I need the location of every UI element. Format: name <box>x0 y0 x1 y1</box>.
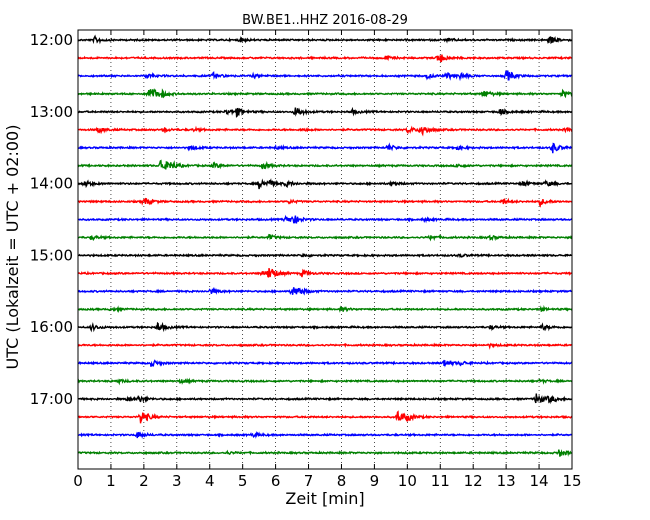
seismic-trace-1615 <box>77 342 573 350</box>
y-axis: 12:00 13:00 14:00 15:00 16:00 17:00 <box>30 31 572 408</box>
seismic-trace-1730 <box>77 430 573 439</box>
seismic-trace-1530 <box>77 286 573 296</box>
seismic-trace-1315 <box>77 125 573 137</box>
x-tick-label: 2 <box>139 472 149 490</box>
y-tick-label: 14:00 <box>30 175 73 193</box>
y-tick-label: 15:00 <box>30 246 73 264</box>
chart-title: BW.BE1..HHZ 2016-08-29 <box>242 13 408 28</box>
seismic-trace-1300 <box>77 106 573 118</box>
seismic-trace-1500 <box>77 252 573 259</box>
seismic-trace-1330 <box>77 142 573 154</box>
y-tick-label: 17:00 <box>30 390 73 408</box>
y-tick-label: 16:00 <box>30 318 73 336</box>
seismic-trace-1545 <box>77 304 573 314</box>
x-tick-label: 12 <box>464 472 483 490</box>
grid-lines <box>110 30 540 469</box>
plot-frame <box>77 29 573 470</box>
y-tick-label: 13:00 <box>30 103 73 121</box>
seismic-trace-1245 <box>77 88 573 99</box>
seismic-trace-1700 <box>77 393 573 405</box>
x-tick-label: 10 <box>398 472 417 490</box>
seismic-trace-1445 <box>77 233 573 242</box>
x-tick-label: 5 <box>238 472 248 490</box>
x-tick-label: 11 <box>431 472 450 490</box>
x-tick-label: 4 <box>205 472 215 490</box>
x-tick-label: 13 <box>497 472 516 490</box>
seismic-trace-1630 <box>78 359 573 368</box>
seismic-trace-1400 <box>77 178 573 190</box>
x-tick-label: 7 <box>304 472 314 490</box>
seismic-trace-1200 <box>77 34 573 45</box>
x-axis: 0 1 2 3 4 5 6 7 8 9 10 11 12 13 14 15 <box>73 30 582 490</box>
seismic-trace-1645 <box>77 377 573 386</box>
x-tick-label: 8 <box>337 472 347 490</box>
seismic-trace-1745 <box>77 449 573 457</box>
seismic-trace-1215 <box>77 54 573 63</box>
seismic-trace-1230 <box>77 70 573 82</box>
x-tick-label: 6 <box>271 472 281 490</box>
x-tick-label: 3 <box>172 472 182 490</box>
y-axis-label: UTC (Lokalzeit = UTC + 02:00) <box>3 125 22 370</box>
seismic-trace-1715 <box>77 410 573 424</box>
x-tick-label: 15 <box>562 472 581 490</box>
x-tick-label: 14 <box>530 472 549 490</box>
y-tick-label: 12:00 <box>30 31 73 49</box>
trace-group <box>77 34 573 457</box>
x-axis-label: Zeit [min] <box>285 489 364 508</box>
seismic-trace-1345 <box>77 159 573 170</box>
seismic-trace-1415 <box>77 197 573 208</box>
seismic-trace-1515 <box>77 268 572 278</box>
x-tick-label: 9 <box>370 472 380 490</box>
seismic-trace-1600 <box>77 321 573 333</box>
x-tick-label: 1 <box>106 472 116 490</box>
seismic-trace-1430 <box>77 214 573 224</box>
x-tick-label: 0 <box>73 472 83 490</box>
